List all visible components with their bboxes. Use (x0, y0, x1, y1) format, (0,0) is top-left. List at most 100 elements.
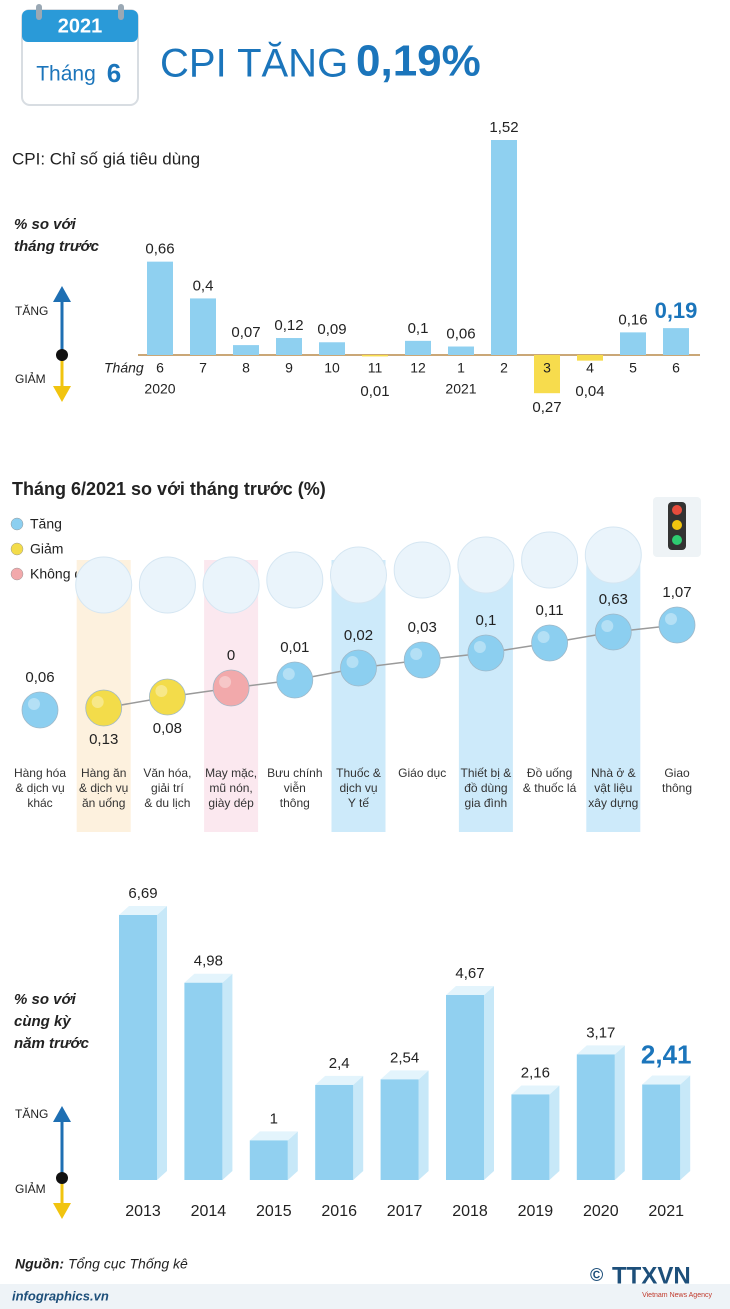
bar (249, 1140, 288, 1180)
category-label: Thiết bị & đồ dùng gia đình (460, 766, 512, 810)
bar (380, 1079, 419, 1180)
x-tick-label: 10 (324, 360, 340, 376)
bar (491, 140, 517, 355)
bar-top (446, 986, 494, 996)
dot (85, 689, 123, 727)
calendar-ring (36, 4, 42, 20)
dot (212, 669, 250, 707)
bar-top (184, 973, 233, 983)
value-label: 0,16 (618, 311, 647, 328)
bar (233, 345, 259, 355)
dot (594, 613, 632, 651)
value-label: 0,4 (193, 277, 214, 294)
dot-shine (665, 613, 677, 625)
value-label: 0,02 (344, 627, 373, 644)
legend-label: Giảm (30, 541, 63, 557)
icon (266, 551, 324, 609)
value-label: 0,04 (575, 383, 604, 400)
value-label: 0,13 (89, 731, 118, 748)
bar-side (353, 1075, 364, 1180)
icon (584, 526, 642, 584)
x-tick-label: 4 (586, 360, 594, 376)
bar (362, 355, 388, 357)
chart-title: Tháng 6/2021 so với tháng trước (%) (12, 479, 326, 499)
bar (642, 1084, 681, 1180)
bar (511, 1094, 550, 1180)
copyright: © (590, 1265, 603, 1285)
calendar-ring (118, 4, 124, 20)
dot (340, 649, 377, 687)
x-tick-label: 7 (199, 360, 207, 376)
category-label: Hàng hóa & dịch vụ khác (13, 766, 67, 810)
icon (75, 556, 133, 614)
dot-shine (473, 641, 486, 653)
x-tick-label: 2015 (256, 1203, 292, 1220)
dot-shine (91, 696, 104, 708)
bar-side (157, 906, 167, 1180)
category-label: Nhà ở & vật liệu xây dựng (588, 766, 639, 810)
legend-marker (10, 567, 24, 581)
x-tick-label: 2014 (191, 1203, 227, 1220)
value-label: 0,03 (408, 619, 437, 636)
value-label: 0,19 (655, 298, 698, 323)
dot-shine (219, 676, 232, 688)
category-label: Văn hóa, giải trí & du lịch (143, 766, 192, 810)
dot-shine (155, 685, 168, 697)
dot-shine (346, 656, 359, 668)
x-tick-label: 12 (410, 360, 426, 376)
bar-side (614, 1045, 625, 1180)
dot-shine (601, 620, 614, 632)
bar (319, 342, 345, 355)
icon (138, 556, 196, 614)
value-label: 2,16 (521, 1064, 550, 1081)
legend-label: Tăng (30, 516, 62, 532)
x-tick-label: 8 (242, 360, 250, 376)
value-label: 6,69 (128, 885, 157, 902)
x-tick-label: 2019 (518, 1203, 554, 1220)
bar-top (511, 1085, 560, 1095)
x-tick-label: 3 (543, 360, 551, 376)
x-tick-label: 1 (457, 360, 465, 376)
value-label: 3,17 (586, 1024, 615, 1041)
bar-side (484, 986, 494, 1180)
icon (521, 531, 579, 589)
header-year: 2021 (58, 15, 103, 37)
bar-side (287, 1131, 298, 1180)
value-label: 0,09 (317, 321, 346, 338)
bar (446, 995, 484, 1180)
arrow-origin (56, 1172, 68, 1184)
dot (276, 661, 314, 699)
bar (119, 915, 157, 1180)
bar (577, 355, 603, 361)
value-label: 0,66 (145, 241, 174, 258)
value-label: 0,01 (360, 383, 389, 400)
category-label: Giáo dục (398, 766, 447, 780)
year-label: 2021 (445, 381, 476, 397)
icon (672, 535, 682, 545)
dot-shine (410, 648, 423, 660)
value-label: 0,1 (475, 612, 496, 629)
bar (576, 1054, 615, 1180)
x-tick-label: 2018 (452, 1203, 488, 1220)
value-label: 4,67 (455, 965, 484, 982)
category-band (331, 560, 386, 832)
footer-bar (0, 1284, 730, 1309)
value-label: 1 (270, 1110, 278, 1127)
bar (184, 982, 223, 1180)
chart-subtitle: CPI: Chỉ số giá tiêu dùng (12, 149, 200, 168)
category-band (586, 560, 641, 832)
x-tick-label: 5 (629, 360, 637, 376)
arrow-origin (56, 349, 68, 361)
x-tick-label: 6 (156, 360, 164, 376)
dot-shine (28, 698, 40, 710)
value-label: 0,11 (536, 602, 564, 619)
x-tick-label: 2021 (648, 1203, 684, 1220)
bar (663, 328, 689, 355)
bar (276, 338, 302, 355)
site: infographics.vn (12, 1288, 109, 1303)
bar (620, 332, 646, 355)
x-tick-label: 11 (368, 360, 383, 376)
agency-en: Vietnam News Agency (642, 1292, 712, 1299)
dot-shine (282, 668, 295, 680)
icon (672, 505, 682, 515)
